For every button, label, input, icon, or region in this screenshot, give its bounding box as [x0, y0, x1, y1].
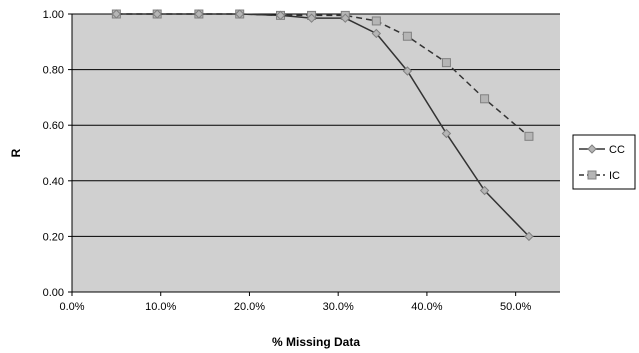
point-ic-10	[480, 94, 490, 104]
legend-box	[572, 134, 636, 190]
legend-label-ic: IC	[609, 170, 620, 182]
point-cc-9	[441, 128, 452, 139]
axes	[68, 13, 560, 296]
x-tick-label-5: 50.0%	[500, 301, 531, 313]
legend-label-cc: CC	[609, 144, 625, 156]
point-cc-8	[402, 66, 413, 76]
point-cc-5	[306, 13, 317, 23]
y-tick-label-5: 1.00	[43, 9, 64, 21]
y-axis-title: R	[9, 148, 23, 157]
x-tick-label-3: 30.0%	[323, 301, 354, 313]
x-tick-label-1: 10.0%	[145, 301, 176, 313]
legend-marker-ic	[587, 170, 597, 180]
point-ic-7	[371, 16, 381, 26]
y-tick-label-1: 0.20	[43, 231, 64, 243]
point-ic-11	[524, 131, 534, 141]
x-tick-label-2: 20.0%	[234, 301, 265, 313]
y-tick-label-4: 0.80	[43, 65, 64, 77]
series-line-cc	[116, 13, 530, 237]
plot-area	[72, 14, 560, 292]
x-tick-label-4: 40.0%	[411, 301, 442, 313]
legend-marker-cc	[587, 144, 597, 154]
point-cc-10	[479, 185, 490, 196]
series-cc	[111, 9, 534, 242]
point-cc-3	[234, 9, 245, 19]
point-cc-7	[371, 28, 382, 39]
x-tick-label-0: 0.0%	[59, 301, 84, 313]
point-cc-2	[194, 9, 204, 19]
point-cc-4	[275, 10, 286, 21]
x-axis-tick-labels: 0.0% 10.0% 20.0% 30.0% 40.0% 50.0%	[59, 301, 531, 313]
x-axis-title: % Missing Data	[272, 335, 360, 349]
y-tick-label-3: 0.60	[43, 120, 64, 132]
point-ic-9	[441, 58, 451, 68]
point-cc-11	[524, 231, 534, 242]
point-cc-1	[152, 9, 162, 19]
series-layer	[111, 9, 534, 242]
legend: CC IC	[572, 134, 636, 190]
point-cc-6	[340, 13, 350, 23]
y-axis-tick-labels: 0.00 0.20 0.40 0.60 0.80 1.00	[43, 9, 64, 299]
y-tick-label-0: 0.00	[43, 287, 64, 299]
point-cc-0	[111, 9, 122, 19]
point-ic-8	[402, 31, 412, 41]
y-tick-label-2: 0.40	[43, 176, 64, 188]
